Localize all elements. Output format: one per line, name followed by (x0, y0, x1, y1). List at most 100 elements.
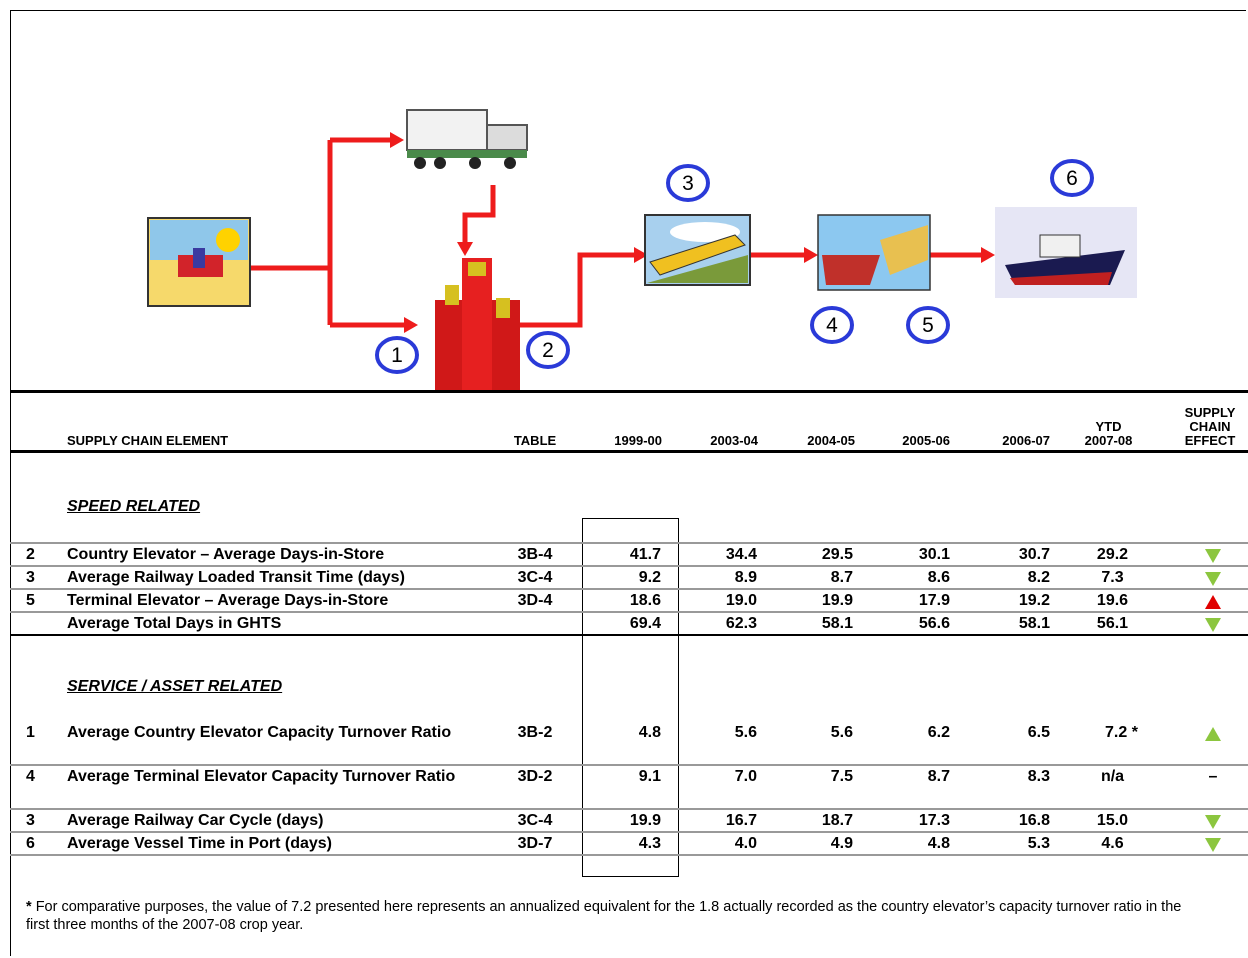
row-line (10, 611, 1248, 613)
row-line (10, 831, 1248, 833)
row-line (10, 854, 1248, 856)
marker-label: 1 (391, 344, 403, 367)
value: 19.9 (629, 812, 661, 829)
marker-circle (526, 331, 570, 369)
value: 4.8 (927, 835, 950, 852)
row-number: 1 (26, 724, 35, 741)
value: 18.7 (821, 812, 853, 829)
value: 19.0 (725, 592, 757, 609)
value: 34.4 (725, 546, 757, 563)
effect-icon (1205, 838, 1221, 852)
column-header: TABLE (513, 433, 557, 448)
value: 9.2 (638, 569, 661, 586)
effect-triangle (1205, 618, 1221, 632)
port-icon (817, 214, 931, 291)
value: 4.8 (638, 724, 661, 741)
frame (10, 10, 1246, 956)
column-box (582, 518, 679, 877)
value: 7.2 * (1105, 724, 1138, 741)
effect-icon (1205, 549, 1221, 563)
markers: 1 2 3 4 5 6 (375, 159, 1094, 374)
value: 29.5 (821, 546, 853, 563)
column-header: SUPPLY CHAIN ELEMENT (67, 433, 229, 448)
effect-triangle (1205, 727, 1221, 741)
harvester-icon (147, 217, 251, 307)
value: 58.1 (821, 615, 853, 632)
row-line (10, 542, 1248, 544)
element-name: Average Railway Car Cycle (days) (67, 812, 324, 829)
row-line (10, 565, 1248, 567)
value: 29.2 (1096, 546, 1129, 563)
section-title: SPEED RELATED (67, 498, 201, 515)
value: 7.0 (734, 768, 757, 785)
value: 56.1 (1096, 615, 1129, 632)
row-number: 2 (26, 546, 35, 563)
footnote: * For comparative purposes, the value of… (26, 898, 1206, 934)
value: 8.7 (927, 768, 950, 785)
row-line (10, 588, 1248, 590)
effect-icon (1205, 572, 1221, 586)
value: 8.3 (1027, 768, 1050, 785)
column-header: YTD 2007-08 (1084, 419, 1133, 448)
column-header: SUPPLY CHAIN EFFECT (1184, 405, 1236, 448)
effect-icon (1205, 595, 1221, 609)
value: 56.6 (918, 615, 950, 632)
marker-circle (666, 164, 710, 202)
row-line (10, 634, 1248, 636)
train-icon (644, 214, 751, 286)
arrow-heads (390, 132, 995, 333)
marker-label: 5 (922, 314, 934, 337)
marker-label: 3 (682, 172, 694, 195)
column-header: 1999-00 (614, 433, 662, 448)
table-ref: 3D-2 (517, 768, 553, 785)
value: 69.4 (629, 615, 661, 632)
row-number: 3 (26, 569, 35, 586)
value: 4.6 (1101, 835, 1124, 852)
table-ref: 3D-4 (517, 592, 553, 609)
table-ref: 3B-4 (517, 546, 553, 563)
value: 7.5 (830, 768, 853, 785)
element-name: Average Terminal Elevator Capacity Turno… (67, 768, 456, 785)
effect-triangle (1205, 549, 1221, 563)
row-number: 5 (26, 592, 35, 609)
arrows (250, 137, 985, 328)
effect-text: – (1208, 768, 1218, 785)
value: 6.5 (1027, 724, 1050, 741)
effect-icon (1205, 815, 1221, 829)
element-name: Country Elevator – Average Days-in-Store (67, 546, 385, 563)
section-title: SERVICE / ASSET RELATED (67, 678, 283, 695)
value: 5.6 (734, 724, 757, 741)
marker-circle (375, 336, 419, 374)
value: 5.3 (1027, 835, 1050, 852)
element-name: Terminal Elevator – Average Days-in-Stor… (67, 592, 389, 609)
row-line (10, 764, 1248, 766)
element-name: Average Railway Loaded Transit Time (day… (67, 569, 405, 586)
value: 8.7 (830, 569, 853, 586)
value: 19.2 (1018, 592, 1050, 609)
value: 17.3 (918, 812, 950, 829)
value: 4.0 (734, 835, 757, 852)
footnote-mark: * (26, 899, 32, 915)
row-number: 4 (26, 768, 35, 785)
table-ref: 3D-7 (517, 835, 553, 852)
value: 15.0 (1096, 812, 1129, 829)
effect-triangle (1205, 838, 1221, 852)
column-header: 2005-06 (902, 433, 950, 448)
value: 41.7 (629, 546, 661, 563)
value: 7.3 (1101, 569, 1124, 586)
effect-triangle (1205, 595, 1221, 609)
value: 16.7 (725, 812, 757, 829)
value: 4.9 (830, 835, 853, 852)
value: 62.3 (725, 615, 757, 632)
effect-icon (1205, 618, 1221, 632)
element-name: Average Vessel Time in Port (days) (67, 835, 333, 852)
column-header: 2003-04 (710, 433, 758, 448)
value: 8.6 (927, 569, 950, 586)
marker-circle (810, 306, 854, 344)
value: 19.6 (1096, 592, 1129, 609)
value: 19.9 (821, 592, 853, 609)
marker-label: 4 (826, 314, 838, 337)
truck-icon (406, 109, 528, 169)
effect-icon (1205, 727, 1221, 741)
